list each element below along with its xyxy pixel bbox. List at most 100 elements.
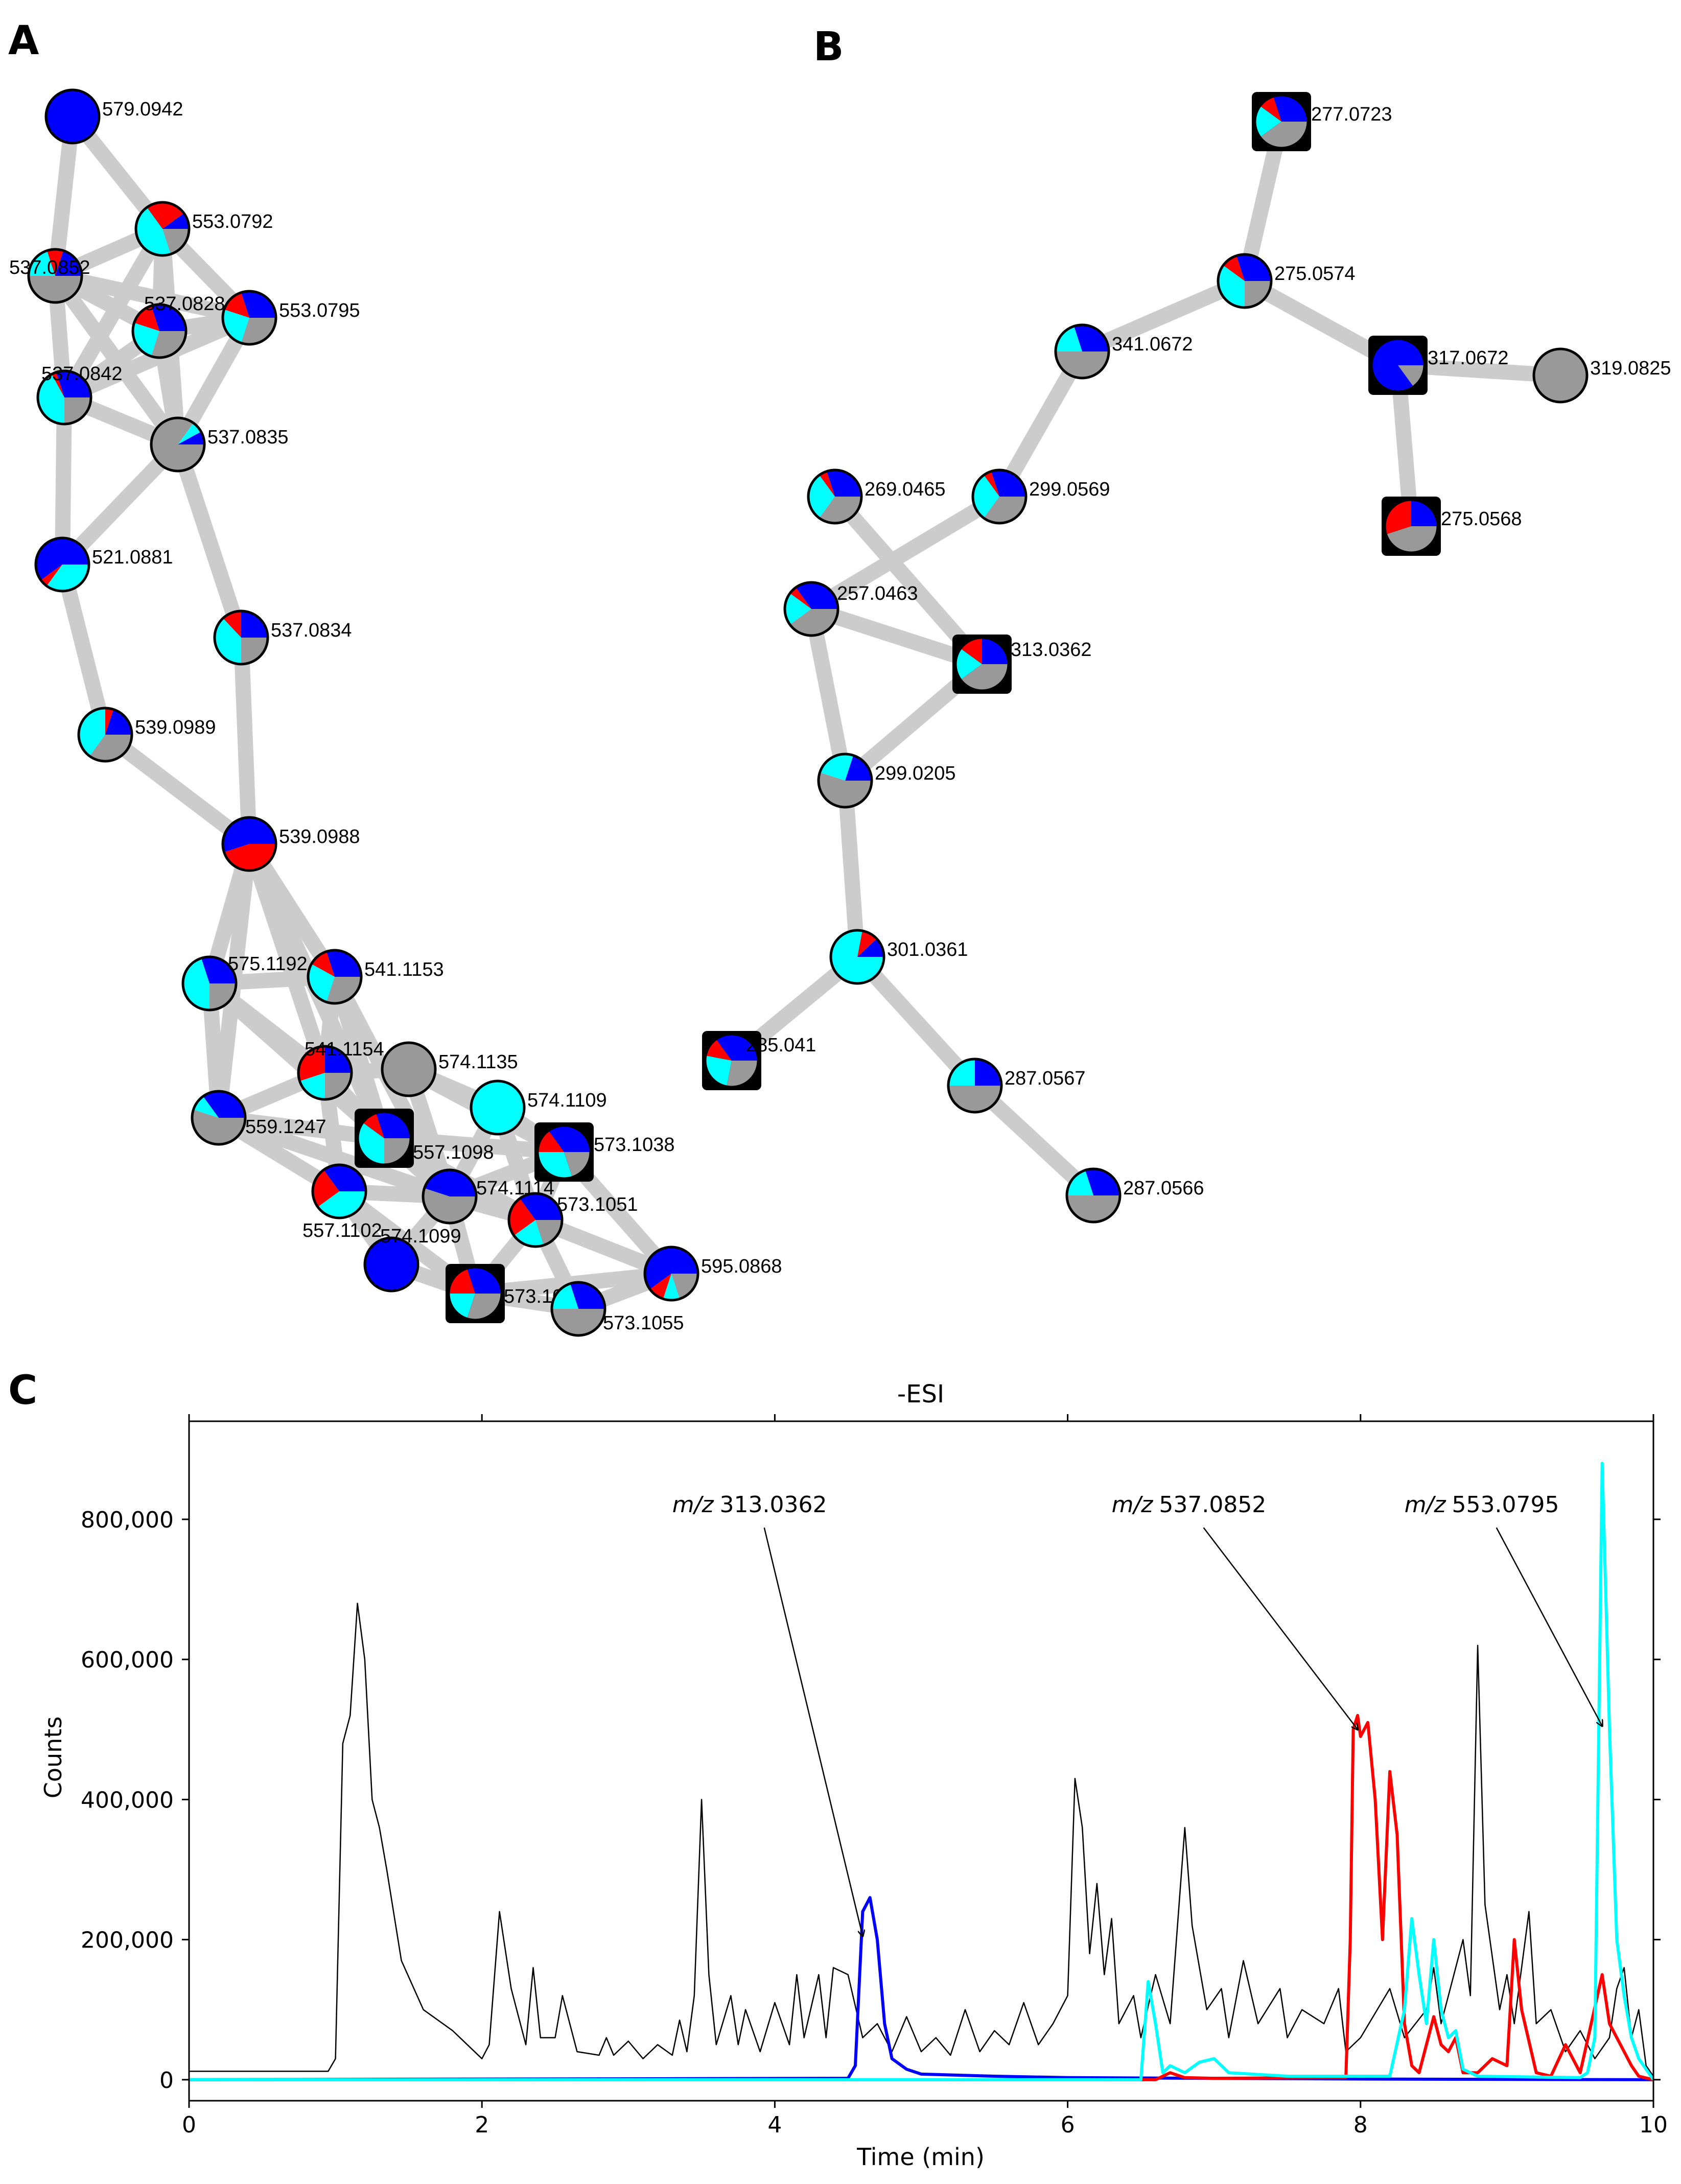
node-label: 317.0672 — [1428, 347, 1509, 369]
annotation-prefix: m/z — [1405, 1492, 1446, 1518]
node-m299_0569[interactable]: 299.0569 — [971, 468, 1110, 525]
node-outline — [307, 949, 363, 1005]
pie-slice — [209, 983, 236, 1010]
pie-slice — [151, 331, 186, 358]
pie-slice — [29, 276, 82, 302]
node-n575_1192[interactable]: 575.1192 — [181, 953, 308, 1012]
chart-series — [189, 1462, 1655, 2081]
node-m269_0465[interactable]: 269.0465 — [807, 468, 946, 525]
pie-slice — [298, 1046, 325, 1082]
series-line-0 — [189, 1603, 1654, 2077]
node-m319_0825[interactable]: 319.0825 — [1532, 347, 1671, 404]
node-n521_0881[interactable]: 521.0881 — [34, 536, 173, 593]
x-tick-label: 4 — [767, 2112, 782, 2138]
node-n537_0835[interactable]: 537.0835 — [150, 416, 289, 473]
pie-slice — [64, 397, 91, 424]
node-m257_0463[interactable]: 257.0463 — [783, 581, 918, 637]
node-label: 541.1154 — [305, 1039, 384, 1060]
edge-n537_0842-n521_0881 — [55, 390, 72, 572]
node-label: 269.0465 — [865, 479, 946, 500]
node-label: 537.0852 — [9, 257, 90, 278]
annotation-arrow — [763, 1527, 863, 1936]
pie-slice — [382, 1043, 435, 1096]
node-m299_0205[interactable]: 299.0205 — [817, 753, 956, 809]
pie-slice — [513, 1220, 544, 1247]
node-outline — [550, 1281, 606, 1337]
pie-slice — [1085, 1169, 1120, 1195]
node-n537_0828[interactable]: 537.0828 — [131, 293, 225, 359]
node-outline — [356, 1110, 412, 1166]
pie-slice — [55, 250, 82, 276]
pie-slice — [147, 202, 184, 229]
node-n553_0792[interactable]: 553.0792 — [134, 201, 273, 257]
node-m275_0568[interactable]: 275.0568 — [1382, 497, 1522, 556]
node-n573_1038[interactable]: 573.1038 — [534, 1122, 675, 1182]
node-m287_0566[interactable]: 287.0566 — [1065, 1167, 1204, 1224]
edge-n559_1247-n574_1114 — [211, 1110, 457, 1204]
node-m301_0361[interactable]: 301.0361 — [829, 929, 968, 985]
pie-slice — [151, 418, 204, 472]
node-n559_1247[interactable]: 559.1247 — [191, 1090, 326, 1146]
chart-title: -ESI — [897, 1380, 944, 1408]
pie-slice — [299, 1073, 325, 1099]
node-n557_1102[interactable]: 557.1102 — [302, 1163, 382, 1241]
node-outline — [954, 636, 1010, 692]
node-n574_1135[interactable]: 574.1135 — [381, 1041, 518, 1097]
node-label: 579.0942 — [102, 99, 183, 120]
node-label: 539.0988 — [279, 826, 360, 848]
node-outline — [363, 1236, 419, 1293]
node-label: 573.1051 — [557, 1194, 638, 1215]
node-n573_1055[interactable]: 573.1055 — [550, 1281, 684, 1337]
pie-slice — [162, 213, 189, 229]
node-n557_1098[interactable]: 557.1098 — [355, 1109, 494, 1168]
node-n574_1099[interactable]: 574.1099 — [363, 1226, 461, 1293]
node-m341_0672[interactable]: 341.0672 — [1054, 323, 1193, 380]
pie-slice — [79, 708, 105, 757]
y-tick-label: 600,000 — [81, 1647, 174, 1673]
node-n539_0989[interactable]: 539.0989 — [77, 707, 216, 763]
node-label: 537.0842 — [41, 363, 123, 385]
pie-slice — [325, 1046, 352, 1073]
pie-slice — [1273, 95, 1308, 122]
node-n539_0988[interactable]: 539.0988 — [221, 816, 360, 872]
node-n579_0942[interactable]: 579.0942 — [44, 88, 183, 145]
node-n574_1109[interactable]: 574.1109 — [470, 1079, 607, 1136]
node-n595_0868[interactable]: 595.0868 — [643, 1246, 782, 1302]
node-outline — [1370, 337, 1426, 393]
node-n574_1114[interactable]: 574.1114 — [422, 1168, 554, 1225]
edge-m257_0463-m299_0205 — [804, 601, 853, 788]
node-n573_1051[interactable]: 573.1051 — [507, 1192, 638, 1248]
annotation-value: 537.0852 — [1159, 1492, 1266, 1518]
x-tick-label: 0 — [182, 2112, 196, 2138]
node-n553_0795[interactable]: 553.0795 — [221, 290, 360, 346]
node-n541_1154[interactable]: 541.1154 — [297, 1039, 384, 1101]
pie-slice — [466, 1267, 502, 1294]
pie-slice — [991, 469, 1026, 497]
node-label: 275.0574 — [1274, 263, 1356, 285]
pie-slice — [1255, 106, 1281, 137]
node-outline — [27, 248, 83, 304]
pie-slice — [384, 1138, 411, 1165]
node-m287_0567[interactable]: 287.0567 — [947, 1058, 1086, 1114]
node-m317_0672[interactable]: 317.0672 — [1368, 336, 1509, 395]
pie-slice — [312, 1169, 339, 1207]
node-n537_0834[interactable]: 537.0834 — [213, 609, 352, 666]
pie-slice — [1236, 254, 1271, 281]
nodes-b: 277.0723 275.0574 341.0672 317.0672 319.0825… — [702, 92, 1671, 1224]
pie-slice — [826, 470, 861, 497]
pie-slice — [46, 90, 99, 143]
node-m277_0723[interactable]: 277.0723 — [1252, 92, 1392, 151]
node-m313_0362[interactable]: 313.0362 — [952, 635, 1092, 694]
node-m275_0574[interactable]: 275.0574 — [1217, 253, 1356, 309]
node-m285_041[interactable]: 285.041 — [702, 1031, 816, 1090]
pie-slice — [984, 471, 999, 497]
node-outline — [134, 201, 191, 257]
node-label: 257.0463 — [837, 583, 918, 604]
panel-letter-b: B — [813, 24, 844, 70]
pie-slice — [960, 664, 1009, 691]
node-n541_1153[interactable]: 541.1153 — [307, 949, 444, 1005]
node-n537_0852[interactable]: 537.0852 — [9, 248, 90, 304]
node-outline — [311, 1163, 367, 1219]
pie-slice — [365, 1238, 418, 1291]
node-n537_0842[interactable]: 537.0842 — [36, 363, 123, 426]
